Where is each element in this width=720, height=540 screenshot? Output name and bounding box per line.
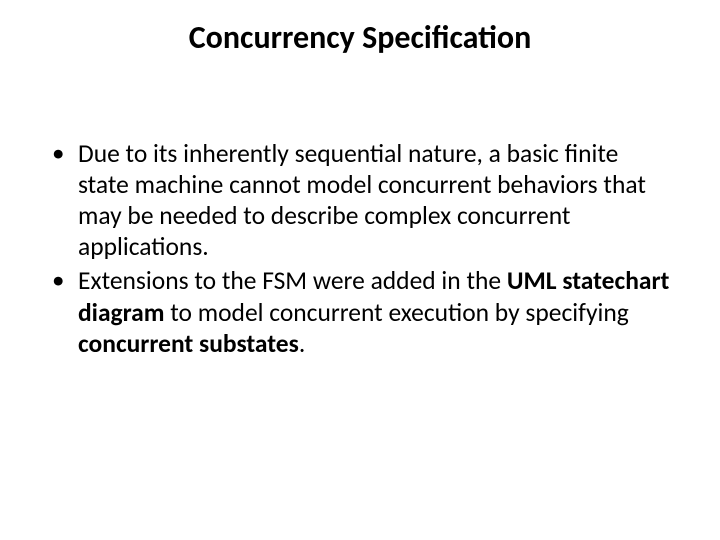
text-run-bold: concurrent substates bbox=[78, 328, 299, 359]
slide-title: Concurrency Specification bbox=[0, 0, 720, 57]
slide-body: Due to its inherently sequential nature,… bbox=[50, 138, 674, 362]
bullet-list: Due to its inherently sequential nature,… bbox=[50, 138, 674, 359]
text-run: Extensions to the FSM were added in the bbox=[78, 265, 507, 296]
text-run: . bbox=[299, 328, 305, 359]
bullet-item: Due to its inherently sequential nature,… bbox=[50, 138, 674, 262]
slide: Concurrency Specification Due to its inh… bbox=[0, 0, 720, 540]
text-run: to model concurrent execution by specify… bbox=[164, 297, 628, 328]
text-run: Due to its inherently sequential nature,… bbox=[78, 138, 646, 262]
bullet-item: Extensions to the FSM were added in the … bbox=[50, 265, 674, 358]
